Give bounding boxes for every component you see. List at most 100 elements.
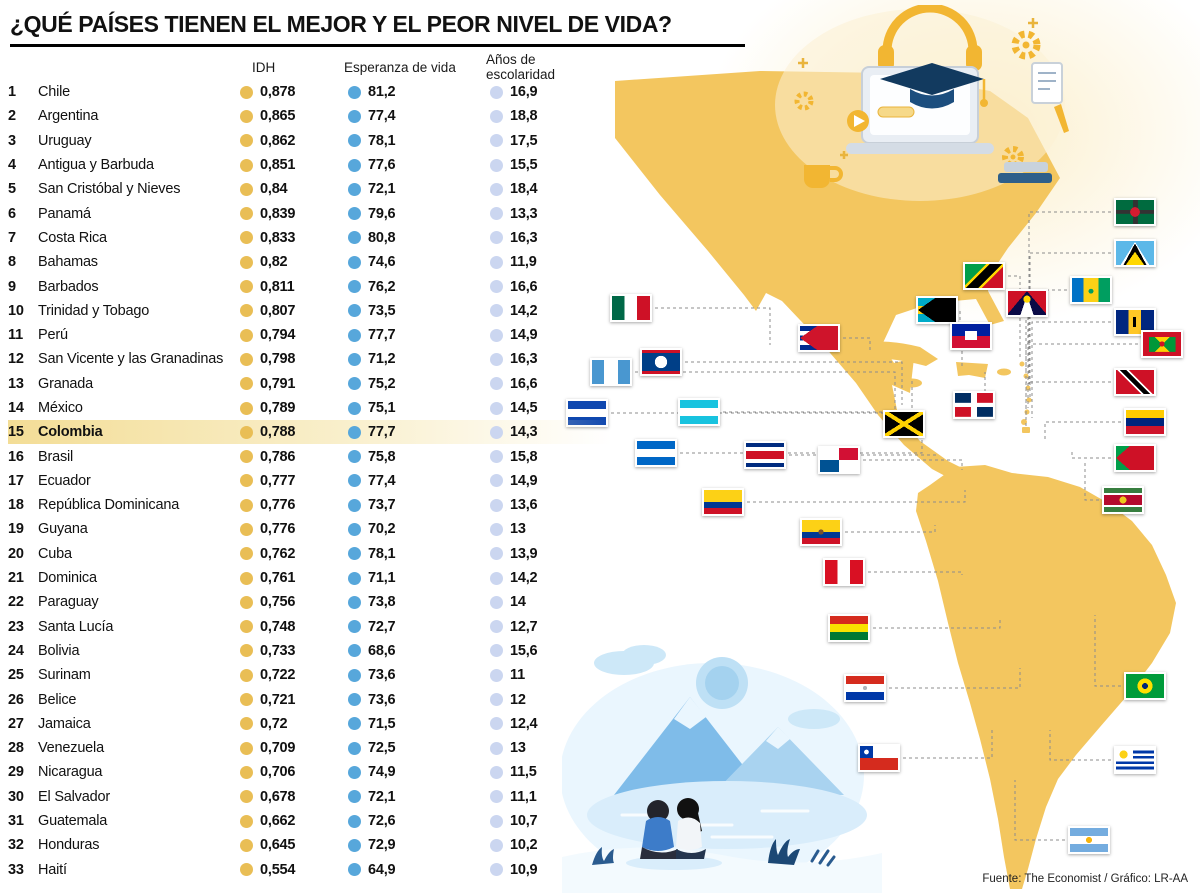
rank-number: 32 xyxy=(8,837,24,854)
life-dot-icon xyxy=(348,85,361,99)
country-name: Perú xyxy=(38,327,68,344)
school-value: 13 xyxy=(510,740,526,757)
school-cell: 15,6 xyxy=(456,643,606,659)
school-value: 15,5 xyxy=(510,157,538,174)
country-name: México xyxy=(38,400,83,416)
school-cell: 16,6 xyxy=(456,376,606,392)
life-cell: 72,1 xyxy=(332,789,456,805)
school-cell: 15,5 xyxy=(456,157,606,173)
school-dot-icon xyxy=(490,717,503,731)
idh-cell: 0,722 xyxy=(238,667,332,683)
idh-dot-icon xyxy=(240,838,253,852)
idh-dot-icon xyxy=(240,693,253,707)
idh-dot-icon xyxy=(240,182,253,196)
rank-number: 22 xyxy=(8,594,24,611)
table-row: 27 Jamaica 0,72 71,5 12,4 xyxy=(8,712,612,736)
life-cell: 77,7 xyxy=(332,327,456,343)
school-dot-icon xyxy=(490,450,503,464)
school-value: 14 xyxy=(510,594,526,611)
school-value: 16,6 xyxy=(510,375,538,392)
idh-value: 0,82 xyxy=(260,254,288,271)
idh-cell: 0,776 xyxy=(238,521,332,537)
table-row: 21 Dominica 0,761 71,1 14,2 xyxy=(8,566,612,590)
school-cell: 10,7 xyxy=(456,813,606,829)
life-dot-icon xyxy=(348,693,361,707)
idh-value: 0,811 xyxy=(260,278,295,295)
table-row: 8 Bahamas 0,82 74,6 11,9 xyxy=(8,250,612,274)
life-cell: 68,6 xyxy=(332,643,456,659)
school-dot-icon xyxy=(490,182,503,196)
idh-cell: 0,794 xyxy=(238,327,332,343)
school-dot-icon xyxy=(490,498,503,512)
rank-number: 20 xyxy=(8,545,24,562)
school-dot-icon xyxy=(490,741,503,755)
school-dot-icon xyxy=(490,644,503,658)
idh-cell: 0,878 xyxy=(238,84,332,100)
school-value: 13,6 xyxy=(510,497,538,514)
idh-cell: 0,72 xyxy=(238,716,332,732)
life-dot-icon xyxy=(348,644,361,658)
rank-number: 18 xyxy=(8,497,24,514)
idh-dot-icon xyxy=(240,450,253,464)
country-name: El Salvador xyxy=(38,788,110,805)
life-value: 77,6 xyxy=(368,157,396,174)
plants xyxy=(592,839,836,867)
school-value: 14,9 xyxy=(510,472,538,489)
column-header-schooling: Años de escolaridad xyxy=(486,52,556,82)
table-row: 17 Ecuador 0,777 77,4 14,9 xyxy=(8,469,612,493)
school-value: 13 xyxy=(510,521,526,538)
school-dot-icon xyxy=(490,207,503,221)
idh-value: 0,798 xyxy=(260,351,296,368)
school-value: 11 xyxy=(510,667,525,684)
antilles-island-dot xyxy=(1025,385,1031,391)
school-cell: 11 xyxy=(456,667,606,683)
jamaica-island-shape xyxy=(902,378,922,388)
life-value: 78,1 xyxy=(368,545,396,562)
rank-number: 21 xyxy=(8,570,24,587)
life-cell: 77,4 xyxy=(332,473,456,489)
school-value: 18,8 xyxy=(510,108,538,125)
idh-value: 0,777 xyxy=(260,472,296,489)
school-value: 11,5 xyxy=(510,764,537,781)
school-cell: 18,8 xyxy=(456,108,606,124)
idh-dot-icon xyxy=(240,85,253,99)
table-row: 10 Trinidad y Tobago 0,807 73,5 14,2 xyxy=(8,299,612,323)
table-row: 6 Panamá 0,839 79,6 13,3 xyxy=(8,201,612,225)
life-value: 64,9 xyxy=(368,861,396,878)
school-cell: 11,5 xyxy=(456,764,606,780)
idh-dot-icon xyxy=(240,741,253,755)
table-row: 16 Brasil 0,786 75,8 15,8 xyxy=(8,444,612,468)
rank-number: 1 xyxy=(8,84,16,101)
school-dot-icon xyxy=(490,328,503,342)
school-value: 16,6 xyxy=(510,278,538,295)
life-cell: 76,2 xyxy=(332,279,456,295)
idh-cell: 0,789 xyxy=(238,400,332,416)
idh-dot-icon xyxy=(240,790,253,804)
idh-cell: 0,811 xyxy=(238,279,332,295)
table-row: 2 Argentina 0,865 77,4 18,8 xyxy=(8,104,612,128)
country-name: Ecuador xyxy=(38,472,91,489)
school-value: 14,2 xyxy=(510,570,538,587)
country-name: Santa Lucía xyxy=(38,618,114,635)
life-cell: 75,8 xyxy=(332,449,456,465)
idh-dot-icon xyxy=(240,377,253,391)
life-dot-icon xyxy=(348,352,361,366)
life-dot-icon xyxy=(348,255,361,269)
school-cell: 11,9 xyxy=(456,254,606,270)
lake-illustration xyxy=(562,645,882,893)
idh-value: 0,791 xyxy=(260,375,296,392)
idh-dot-icon xyxy=(240,207,253,221)
source-credit: Fuente: The Economist / Gráfico: LR-AA xyxy=(982,873,1188,885)
table-row: 33 Haití 0,554 64,9 10,9 xyxy=(8,858,612,882)
life-value: 77,7 xyxy=(368,327,396,344)
rank-number: 30 xyxy=(8,788,24,805)
rank-number: 27 xyxy=(8,715,24,732)
country-name: Dominica xyxy=(38,570,97,587)
life-value: 75,8 xyxy=(368,448,396,465)
country-name: Chile xyxy=(38,84,71,101)
life-cell: 71,5 xyxy=(332,716,456,732)
table-row: 20 Cuba 0,762 78,1 13,9 xyxy=(8,542,612,566)
idh-cell: 0,777 xyxy=(238,473,332,489)
country-name: Venezuela xyxy=(38,740,104,757)
life-cell: 73,8 xyxy=(332,594,456,610)
